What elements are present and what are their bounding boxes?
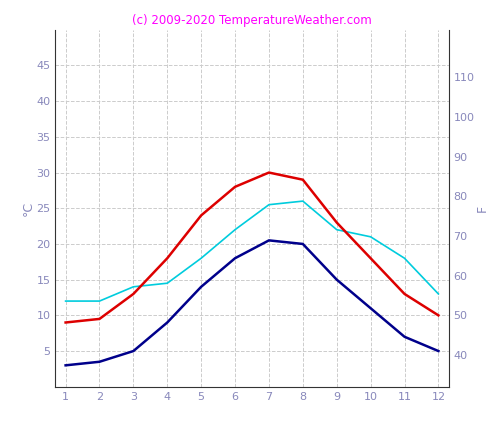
Title: (c) 2009-2020 TemperatureWeather.com: (c) 2009-2020 TemperatureWeather.com <box>132 14 372 27</box>
Y-axis label: °C: °C <box>22 201 35 216</box>
Y-axis label: F: F <box>476 205 489 212</box>
